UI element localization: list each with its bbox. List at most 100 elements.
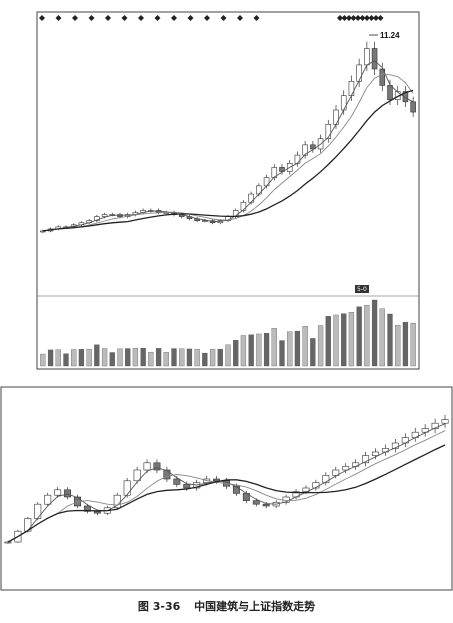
top-marker-diamond bbox=[350, 15, 357, 21]
top-marker-diamond bbox=[105, 15, 111, 21]
top-volume-bar bbox=[194, 348, 200, 367]
top-volume-bar bbox=[209, 349, 216, 367]
bottom-candle-body bbox=[163, 469, 171, 480]
top-marker-diamond bbox=[337, 15, 343, 21]
top-volume-bar bbox=[94, 344, 100, 367]
top-volume-bar bbox=[256, 333, 262, 367]
top-candle-body bbox=[387, 85, 393, 101]
top-ma-long-line bbox=[42, 89, 414, 232]
top-candle-body bbox=[294, 154, 301, 164]
small-tag: 5-0 bbox=[355, 285, 369, 293]
bottom-candle-body bbox=[133, 469, 141, 482]
small-tag-label: 5-0 bbox=[357, 286, 367, 293]
top-volume-bar bbox=[233, 340, 239, 367]
top-volume-bar bbox=[125, 348, 131, 367]
top-volume-bar bbox=[217, 348, 223, 367]
bottom-candle-body bbox=[262, 503, 270, 507]
top-volume-bar bbox=[302, 326, 308, 367]
top-marker-diamond bbox=[373, 15, 379, 21]
top-volume-bar bbox=[117, 348, 123, 367]
top-marker-diamond bbox=[72, 15, 78, 21]
top-candle-body bbox=[94, 216, 100, 222]
top-marker-diamond bbox=[171, 15, 177, 21]
top-volume-bar bbox=[40, 353, 46, 367]
top-marker-diamond bbox=[368, 15, 375, 21]
top-marker-diamond bbox=[204, 15, 210, 21]
top-marker-diamond bbox=[237, 15, 243, 21]
top-marker-diamond bbox=[359, 15, 366, 21]
bottom-candle-body bbox=[302, 487, 310, 492]
top-ma-mid-line bbox=[42, 73, 414, 232]
top-candle-body bbox=[379, 68, 386, 86]
top-volume-bar bbox=[371, 299, 378, 367]
top-volume-bar bbox=[101, 348, 108, 367]
bottom-candle-body bbox=[113, 494, 121, 509]
top-volume-bar bbox=[225, 344, 231, 367]
top-marker-diamond bbox=[220, 15, 227, 21]
bottom-candle-body bbox=[153, 462, 161, 471]
top-volume-bar bbox=[55, 349, 61, 367]
top-volume-bar bbox=[271, 328, 277, 367]
bottom-candle-body bbox=[362, 455, 370, 464]
caption-figure-number: 图 3-36 bbox=[137, 600, 181, 613]
bottom-candle-body bbox=[441, 419, 449, 424]
top-volume-bar bbox=[287, 331, 293, 367]
bottom-candle-body bbox=[34, 503, 42, 519]
top-volume-bar bbox=[148, 351, 154, 367]
top-candle-body bbox=[325, 124, 332, 139]
top-marker-diamond bbox=[346, 15, 352, 21]
top-volume-bar bbox=[240, 335, 247, 367]
top-marker-diamond bbox=[138, 15, 144, 21]
top-candle-body bbox=[202, 220, 208, 222]
bottom-candle-body bbox=[123, 480, 131, 496]
bottom-candle-body bbox=[4, 541, 12, 544]
top-volume-bar bbox=[202, 352, 208, 367]
top-volume-bar bbox=[186, 348, 193, 367]
bottom-candle-body bbox=[83, 505, 91, 512]
bottom-ma-long-line bbox=[7, 444, 446, 543]
top-volume-bar bbox=[263, 333, 270, 367]
top-volume-bars bbox=[40, 299, 416, 367]
figure-caption: 图 3-36 中国建筑与上证指数走势 bbox=[0, 598, 453, 614]
bottom-candle-body bbox=[64, 489, 72, 498]
top-candle-body bbox=[40, 230, 46, 233]
bottom-candle-body bbox=[372, 451, 379, 456]
top-volume-bar bbox=[356, 306, 362, 367]
top-volume-bar bbox=[387, 313, 393, 367]
top-marker-diamond bbox=[154, 15, 161, 21]
bottom-candle-body bbox=[54, 489, 62, 496]
top-volume-bar bbox=[171, 348, 177, 367]
top-volume-bar bbox=[310, 338, 316, 367]
top-marker-diamond bbox=[377, 15, 384, 21]
top-volume-bar bbox=[248, 334, 254, 367]
top-candle-body bbox=[364, 48, 370, 66]
top-chart-frame bbox=[36, 11, 420, 370]
top-marker-diamond bbox=[187, 15, 194, 21]
top-volume-bar bbox=[109, 352, 115, 367]
bottom-candle-body bbox=[44, 494, 52, 505]
top-volume-bar bbox=[348, 312, 355, 367]
top-candle-body bbox=[302, 144, 308, 156]
bottom-candle-body bbox=[93, 511, 101, 514]
top-volume-bar bbox=[294, 330, 301, 367]
top-candle-body bbox=[310, 144, 316, 150]
top-volume-bar bbox=[86, 348, 92, 367]
top-candle-body bbox=[101, 214, 108, 217]
top-volume-bar bbox=[179, 348, 185, 367]
bottom-candle-body bbox=[431, 422, 439, 429]
bottom-candles bbox=[4, 414, 449, 544]
top-candle-body bbox=[333, 109, 339, 125]
top-marker-diamond bbox=[55, 15, 62, 21]
bottom-candle-body bbox=[183, 484, 191, 489]
bottom-ma-mid-line bbox=[7, 430, 446, 543]
bottom-candle-body bbox=[322, 475, 330, 483]
bottom-candle-body bbox=[421, 428, 429, 433]
bottom-candle-body bbox=[352, 462, 360, 467]
bottom-candle-body bbox=[342, 466, 350, 471]
top-candle-body bbox=[348, 81, 355, 96]
top-volume-bar bbox=[155, 348, 162, 367]
top-marker-diamond bbox=[88, 15, 95, 21]
top-marker-diamond bbox=[121, 15, 128, 21]
top-volume-bar bbox=[379, 308, 385, 367]
